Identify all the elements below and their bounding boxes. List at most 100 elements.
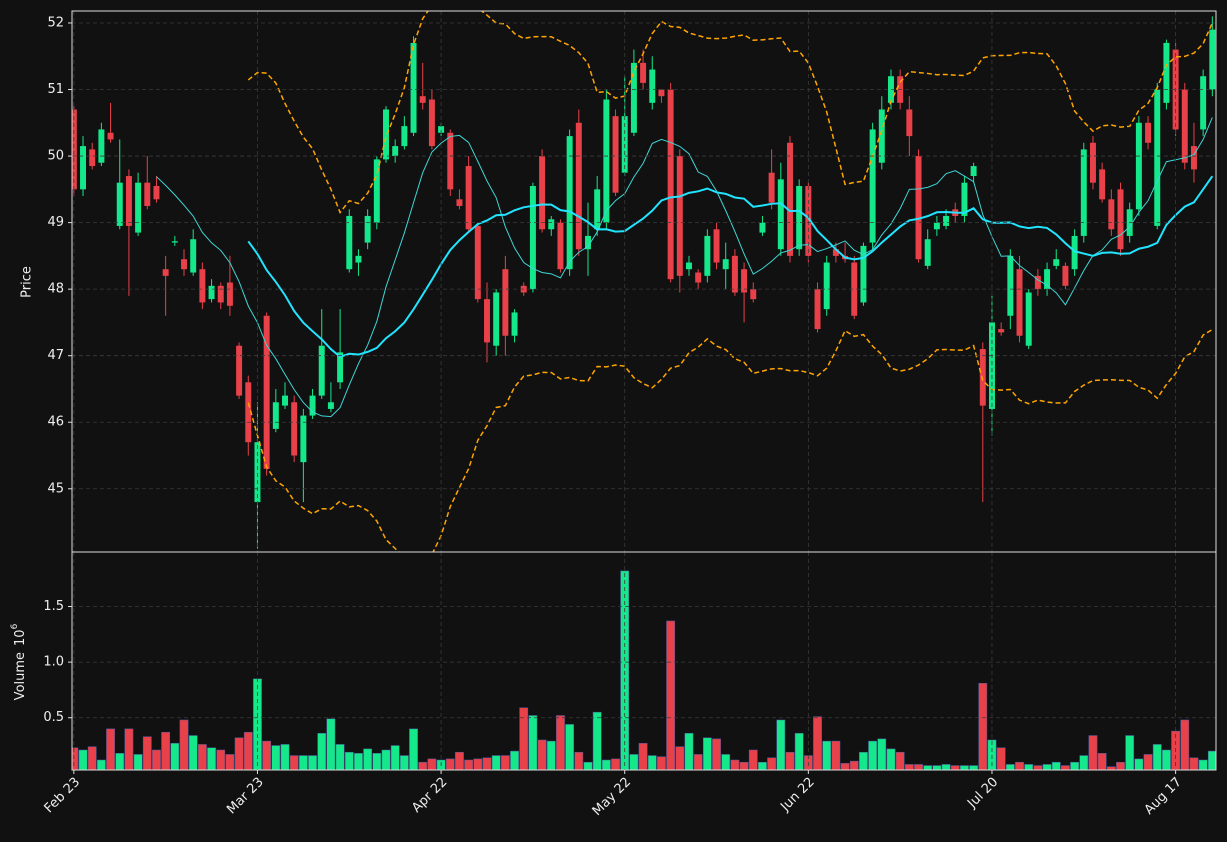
volume-bar <box>840 763 850 770</box>
volume-bar <box>886 748 896 770</box>
y-tick-label: 48 <box>47 282 64 297</box>
volume-bar <box>344 751 354 770</box>
candle-body <box>768 172 775 203</box>
candle-body <box>383 109 389 160</box>
volume-bar <box>730 759 740 770</box>
volume-bar <box>1106 766 1116 770</box>
volume-bar <box>1097 753 1107 770</box>
volume-bar <box>794 733 804 770</box>
candle-body <box>419 96 426 103</box>
volume-bar <box>482 757 492 770</box>
volume-bar <box>519 707 529 770</box>
volume-bar <box>197 744 207 770</box>
volume-bar <box>1070 761 1079 770</box>
volume-bar <box>868 740 877 770</box>
moving-average <box>247 175 1214 358</box>
volume-bar <box>620 570 630 770</box>
y-axis-label: Price <box>20 266 35 298</box>
volume-bar <box>537 739 547 770</box>
candle-body <box>658 89 665 97</box>
candle-body <box>135 182 142 233</box>
candle-body <box>612 116 619 193</box>
volume-bar <box>611 758 620 770</box>
volume-bar <box>638 743 648 770</box>
candle-body <box>236 345 243 396</box>
candle-body <box>961 182 968 216</box>
candle-body <box>116 182 123 226</box>
candle-body <box>640 62 647 83</box>
candle-body <box>364 215 371 243</box>
volume-bar <box>1015 761 1024 770</box>
candle-body <box>832 249 839 256</box>
candle-body <box>282 395 288 406</box>
volume-bar <box>712 738 721 770</box>
volume-bar <box>87 746 97 770</box>
volume-bar <box>849 760 859 770</box>
volume-bar <box>1079 755 1089 770</box>
volume-bar <box>317 733 327 770</box>
candle-body <box>759 222 766 233</box>
candle-body <box>943 215 950 226</box>
candle-body <box>860 245 867 303</box>
candle-body <box>1099 169 1106 200</box>
volume-bar <box>785 751 795 770</box>
candle-body <box>814 289 821 330</box>
candle-body <box>72 109 77 190</box>
candle-body <box>878 109 885 163</box>
candle-body <box>594 189 601 230</box>
volume-bar <box>280 744 290 770</box>
volume-bar <box>363 748 373 770</box>
volume-bar <box>262 740 272 770</box>
candle-body <box>630 62 637 133</box>
candle-body <box>511 312 518 336</box>
candle-body <box>217 285 224 303</box>
volume-bar <box>335 744 345 770</box>
candle-body <box>80 146 87 190</box>
volume-bar <box>243 731 253 770</box>
candle-body <box>1181 89 1188 163</box>
volume-bar <box>500 755 510 770</box>
volume-bar <box>390 745 400 770</box>
candle-body <box>887 76 894 103</box>
candle-body <box>125 176 132 226</box>
candle-body <box>851 262 858 316</box>
candle-body <box>144 182 151 206</box>
volume-bar <box>207 747 216 770</box>
volume-bar <box>427 758 437 770</box>
volume-bar <box>152 749 161 770</box>
volume-bar <box>748 749 758 770</box>
candle-body <box>1071 235 1078 270</box>
candle-body <box>539 156 546 230</box>
candle-body <box>557 222 564 270</box>
candle-body <box>796 186 803 250</box>
volume-bar <box>592 711 602 770</box>
candle-body <box>713 229 720 263</box>
candle-body <box>327 402 334 409</box>
volume-bar <box>941 764 951 770</box>
candle-body <box>787 142 793 256</box>
candle-body <box>649 69 656 103</box>
volume-bar <box>601 759 611 770</box>
volume-bar <box>693 754 703 770</box>
volume-bar <box>188 735 198 770</box>
candle-body <box>1190 146 1197 170</box>
candle-body <box>199 269 206 303</box>
y-tick-label: 52 <box>47 15 64 30</box>
candle-body <box>465 166 472 230</box>
candle-body <box>107 132 114 140</box>
candle-body <box>722 259 729 270</box>
volume-bar <box>298 755 308 770</box>
candle-body <box>1089 142 1096 183</box>
volume-bar <box>464 759 474 770</box>
candle-body <box>667 89 674 280</box>
volume-bar <box>225 754 235 770</box>
candle-body <box>272 402 279 429</box>
candle-body <box>502 269 509 336</box>
volume-bar <box>78 749 88 770</box>
volume-bar <box>739 761 749 770</box>
volume-bar <box>675 746 685 770</box>
candle-body <box>1154 89 1161 226</box>
volume-bar <box>271 745 281 770</box>
candle-body <box>970 166 977 177</box>
